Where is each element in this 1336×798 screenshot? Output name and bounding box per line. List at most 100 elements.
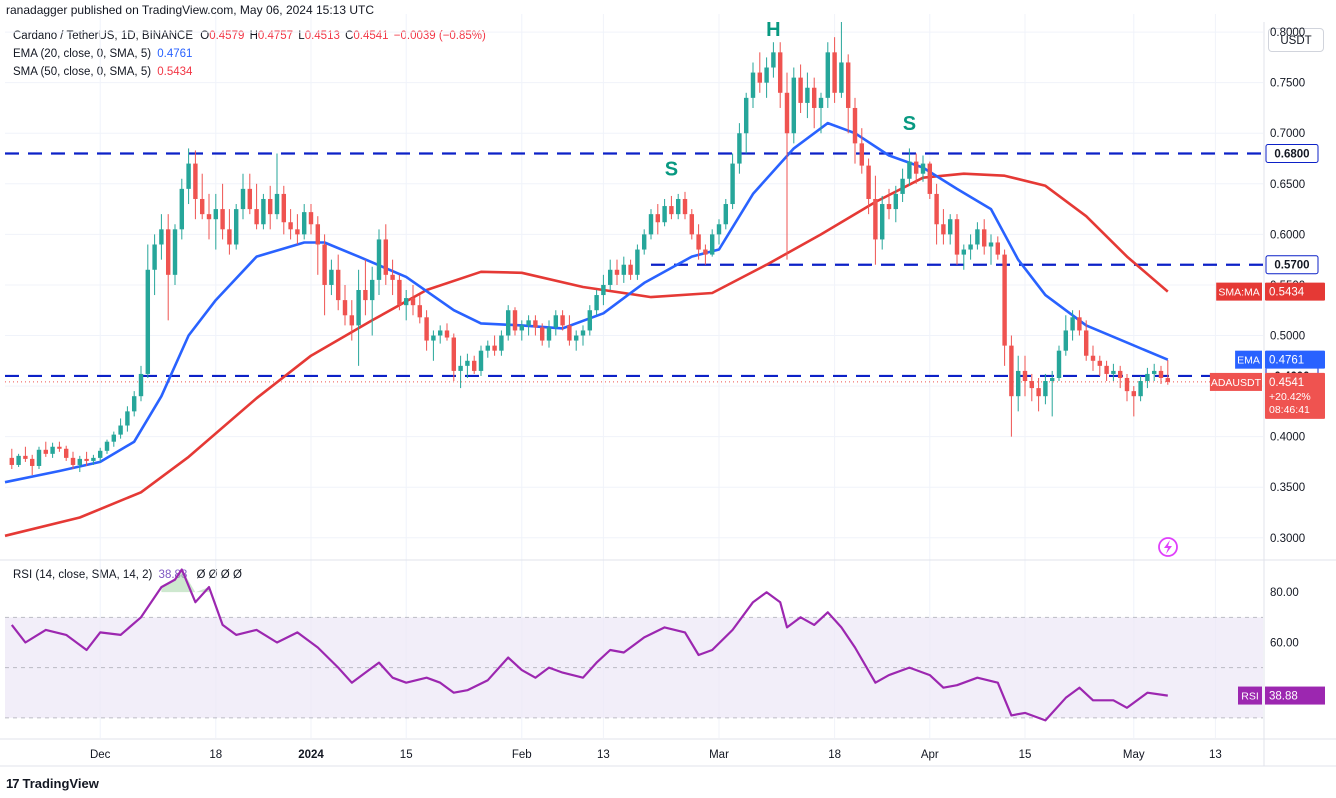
ema-value: 0.4761	[157, 48, 193, 60]
candle-body	[315, 224, 321, 245]
candle-body	[29, 458, 35, 466]
candle-body	[526, 320, 531, 326]
badge-name-ADAUSDT: ADAUSDT	[1211, 377, 1262, 389]
tradingview-logo[interactable]: 17 TradingView	[6, 776, 99, 791]
candle-body	[322, 244, 327, 285]
candle-body	[533, 320, 538, 328]
time-tick-label: 13	[1209, 749, 1222, 761]
candle-body	[689, 214, 695, 235]
badge-countdown: 08:46:41	[1269, 404, 1310, 416]
candle-body	[57, 446, 62, 449]
candle-body	[499, 335, 504, 351]
candle-body	[485, 345, 491, 351]
badge-value-box	[1265, 372, 1325, 419]
candle-body	[492, 345, 497, 351]
candle-body	[947, 219, 953, 235]
legend-ema[interactable]: EMA (20, close, 0, SMA, 5) 0.4761	[13, 48, 192, 60]
level-badge-label: 0.5700	[1274, 260, 1309, 272]
ema-label: EMA (20, close, 0, SMA, 5)	[13, 48, 152, 60]
candle-body	[1117, 370, 1123, 378]
price-tick-label: 0.7000	[1270, 128, 1305, 140]
candle-body	[553, 315, 559, 328]
candle-body	[1043, 381, 1048, 397]
candle-body	[648, 214, 654, 235]
candle-body	[91, 457, 96, 461]
candle-body	[233, 209, 239, 245]
time-tick-label: 13	[597, 749, 610, 761]
badge-name-box	[1209, 372, 1262, 391]
candle-body	[988, 242, 994, 247]
candle-body	[703, 249, 708, 255]
rsi-badge-name: RSI	[1241, 691, 1259, 703]
candle-body	[669, 206, 674, 215]
candle-body	[261, 198, 266, 225]
candle-body	[580, 330, 586, 336]
published-header: ranadagger published on TradingView.com,…	[6, 3, 375, 17]
candle-body	[798, 77, 803, 103]
rsi-tick-label: 60.00	[1270, 637, 1299, 649]
candle-body	[478, 350, 484, 371]
ema-line-group	[4, 121, 1169, 484]
time-tick-label: Apr	[921, 749, 939, 761]
candle-body	[560, 315, 565, 326]
candle-body	[363, 290, 368, 301]
candle-body	[968, 244, 973, 250]
candle-body	[1036, 388, 1041, 397]
candle-body	[267, 198, 273, 215]
candle-body	[70, 457, 76, 465]
candle-body	[777, 52, 783, 93]
pattern-label-H: H	[766, 19, 780, 41]
price-tick-label: 0.7500	[1270, 78, 1305, 90]
legend-sma[interactable]: SMA (50, close, 0, SMA, 5) 0.5434	[13, 66, 192, 78]
price-tick-label: 0.6500	[1270, 179, 1305, 191]
candle-body	[567, 325, 572, 341]
price-badges: 0.68000.57000.4600SMA:MA0.5434EMA0.4761A…	[1209, 143, 1325, 705]
time-tick-label: 15	[400, 749, 413, 761]
candle-body	[839, 62, 844, 93]
badge-value: 0.5434	[1269, 287, 1305, 299]
time-tick-label: 2024	[298, 749, 324, 761]
tradingview-brand: TradingView	[22, 776, 99, 791]
candle-body	[295, 229, 300, 235]
candle-body	[179, 188, 185, 230]
candle-body	[172, 229, 178, 275]
candle-body	[1097, 360, 1103, 366]
candle-body	[138, 373, 144, 397]
candle-body	[84, 458, 89, 461]
candle-body	[886, 204, 892, 210]
rsi-background	[5, 616, 1263, 719]
candle-body	[784, 92, 790, 134]
rsi-badge-value: 38.88	[1269, 691, 1298, 703]
candle-body	[934, 193, 939, 225]
level-badge	[1265, 255, 1319, 275]
candle-body	[63, 448, 69, 458]
rsi-badge-name-box	[1238, 686, 1262, 705]
candle-body	[104, 441, 110, 451]
rsi-overbought-fill	[161, 569, 209, 593]
rsi-extra-values: Ø Ø Ø Ø	[196, 569, 242, 581]
candle-body	[1111, 370, 1116, 374]
candle-body	[152, 244, 157, 270]
candle-body	[23, 455, 28, 459]
candle-body	[254, 209, 259, 225]
candle-body	[927, 163, 933, 194]
level-badge	[1265, 143, 1319, 163]
currency-button[interactable]: USDT	[1268, 28, 1324, 52]
candle-body	[342, 300, 348, 316]
candle-body	[845, 62, 851, 108]
candle-body	[635, 249, 640, 275]
time-tick-label: Feb	[512, 749, 532, 761]
badge-change: +20.42%	[1269, 391, 1311, 403]
candle-body	[587, 310, 593, 331]
price-tick-label: 0.4000	[1270, 432, 1305, 444]
candle-body	[77, 458, 83, 465]
rsi-label: RSI (14, close, SMA, 14, 2)	[13, 569, 153, 581]
candle-body	[961, 249, 967, 255]
badge-name-box	[1216, 282, 1262, 301]
candle-body	[199, 198, 205, 215]
rsi-band	[5, 617, 1263, 718]
candle-body	[791, 77, 797, 134]
symbol-name[interactable]: Cardano / TetherUS, 1D, BINANCE	[13, 30, 194, 42]
legend-ohlc: Cardano / TetherUS, 1D, BINANCE O0.4579 …	[13, 30, 486, 42]
